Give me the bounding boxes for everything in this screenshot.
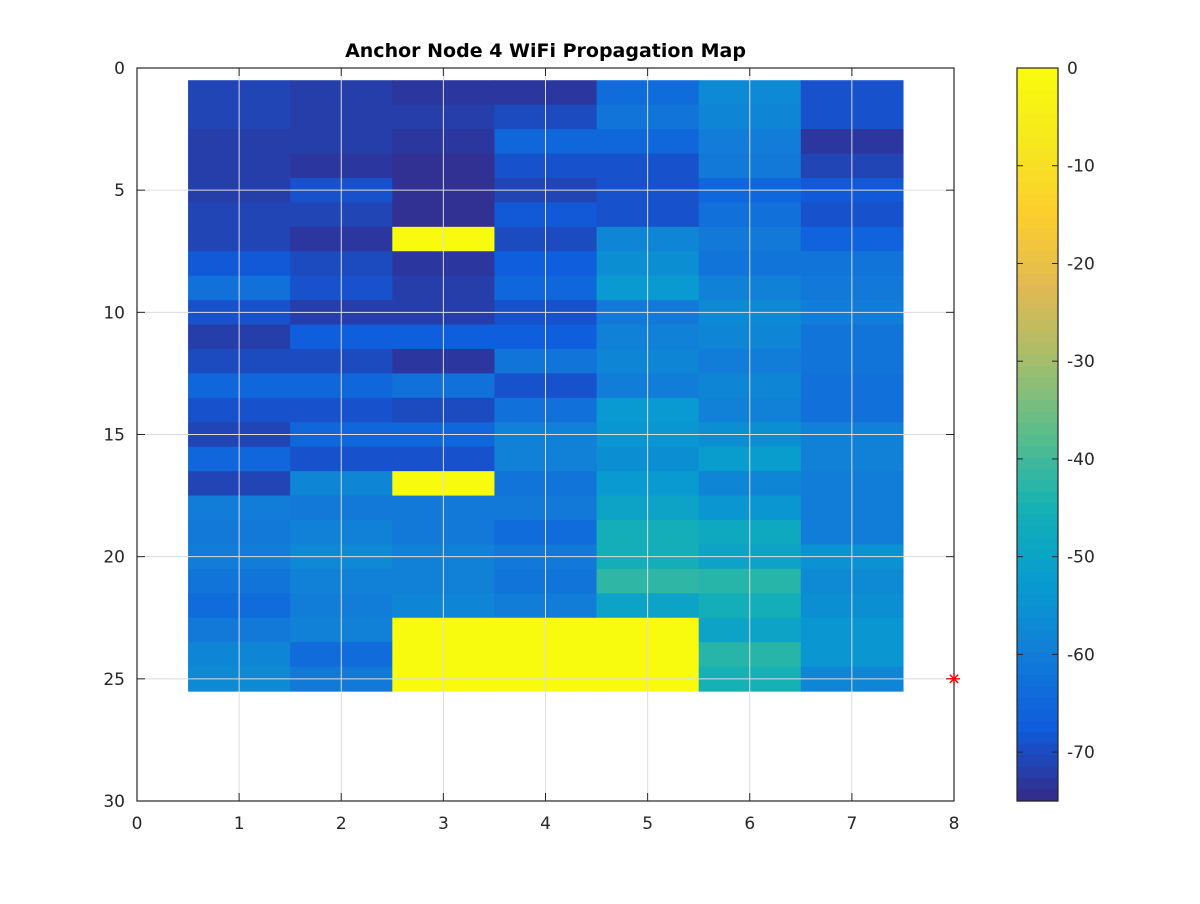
grid-lines [137,68,954,801]
colorbar-segment [1017,686,1058,699]
colorbar-tick-label: 0 [1067,59,1078,79]
colorbar-segment [1017,789,1058,802]
colorbar-segment [1017,720,1058,733]
colorbar-segment [1017,503,1058,516]
colorbar-segment [1017,216,1058,229]
colorbar-segment [1017,663,1058,676]
x-tick-label: 4 [540,814,551,834]
colorbar-segment [1017,514,1058,527]
colorbar-segment [1017,262,1058,275]
colorbar-segment [1017,526,1058,539]
colorbar-segment [1017,468,1058,481]
colorbar-segment [1017,79,1058,92]
y-tick-label: 10 [103,303,125,323]
axis-ticks: 0 1 2 3 4 5 6 7 8 0 5 10 15 20 25 30 [103,59,959,834]
colorbar-segment [1017,457,1058,470]
star-marker [948,672,960,685]
colorbar-segment [1017,274,1058,287]
colorbar-segment [1017,205,1058,218]
colorbar-segment [1017,755,1058,768]
colorbar-segment [1017,697,1058,710]
colorbar-segment [1017,778,1058,791]
colorbar-segment [1017,90,1058,103]
x-tick-label: 5 [642,814,653,834]
y-tick-label: 30 [103,792,125,812]
colorbar-segment [1017,445,1058,459]
colorbar-tick-label: -40 [1067,450,1095,470]
colorbar-segment [1017,640,1058,653]
colorbar-tick-label: -30 [1067,352,1095,372]
colorbar-segment [1017,342,1058,355]
colorbar-segment [1017,434,1058,447]
colorbar-segment [1017,125,1058,138]
x-tick-label: 2 [336,814,347,834]
colorbar-segment [1017,549,1058,562]
colorbar-tick-label: -20 [1067,254,1095,274]
colorbar-segment [1017,400,1058,413]
x-tick-label: 1 [234,814,245,834]
colorbar-segment [1017,537,1058,550]
colorbar-segment [1017,68,1058,81]
colorbar-segment [1017,319,1058,333]
colorbar-segment [1017,423,1058,436]
colorbar-segment [1017,652,1058,665]
colorbar-frame [1016,67,1059,802]
colorbar-segment [1017,193,1058,207]
colorbar-segment [1017,675,1058,688]
colorbar-segment [1017,159,1058,172]
y-tick-label: 5 [114,181,125,201]
colorbar-segment [1017,365,1058,378]
colorbar-segment [1017,308,1058,321]
colorbar-segment [1017,297,1058,310]
colorbar-segment [1017,148,1058,161]
colorbar-segment [1017,411,1058,424]
colorbar-segment [1017,228,1058,241]
x-tick-label: 8 [949,814,960,834]
colorbar-segment [1017,571,1058,584]
y-tick-label: 15 [103,426,125,446]
colorbar-segment [1017,583,1058,596]
colorbar-segment [1017,617,1058,630]
colorbar-tick-label: -60 [1067,645,1095,665]
colorbar-tick-label: -70 [1067,743,1095,763]
colorbar-segment [1017,171,1058,184]
colorbar-segment [1017,182,1058,195]
colorbar-segment [1017,377,1058,390]
colorbar-tick-label: -10 [1067,157,1095,177]
colorbar-segment [1017,331,1058,344]
y-tick-label: 0 [114,59,125,79]
colorbar-segment [1017,743,1058,756]
colorbar-segment [1017,491,1058,504]
colorbar: 0 -10 -20 -30 -40 -50 -60 -70 [1016,59,1095,802]
x-tick-label: 7 [846,814,857,834]
colorbar-segment [1017,629,1058,642]
colorbar-segment [1017,594,1058,607]
y-tick-label: 25 [103,670,125,690]
colorbar-segment [1017,732,1058,745]
colorbar-segment [1017,560,1058,573]
x-tick-label: 0 [132,814,143,834]
colorbar-segment [1017,606,1058,619]
y-tick-label: 20 [103,548,125,568]
colorbar-segment [1017,239,1058,252]
colorbar-segment [1017,285,1058,298]
colorbar-segment [1017,354,1058,367]
annotations [948,672,960,685]
colorbar-segment [1017,766,1058,779]
colorbar-tick-label: -50 [1067,548,1095,568]
chart-title: Anchor Node 4 WiFi Propagation Map [345,40,746,62]
colorbar-segment [1017,709,1058,722]
colorbar-segment [1017,102,1058,115]
colorbar-segment [1017,251,1058,264]
colorbar-segment [1017,136,1058,149]
colorbar-segment [1017,113,1058,126]
x-tick-label: 6 [744,814,755,834]
colorbar-segment [1017,480,1058,493]
x-tick-label: 3 [438,814,449,834]
colorbar-segment [1017,388,1058,401]
